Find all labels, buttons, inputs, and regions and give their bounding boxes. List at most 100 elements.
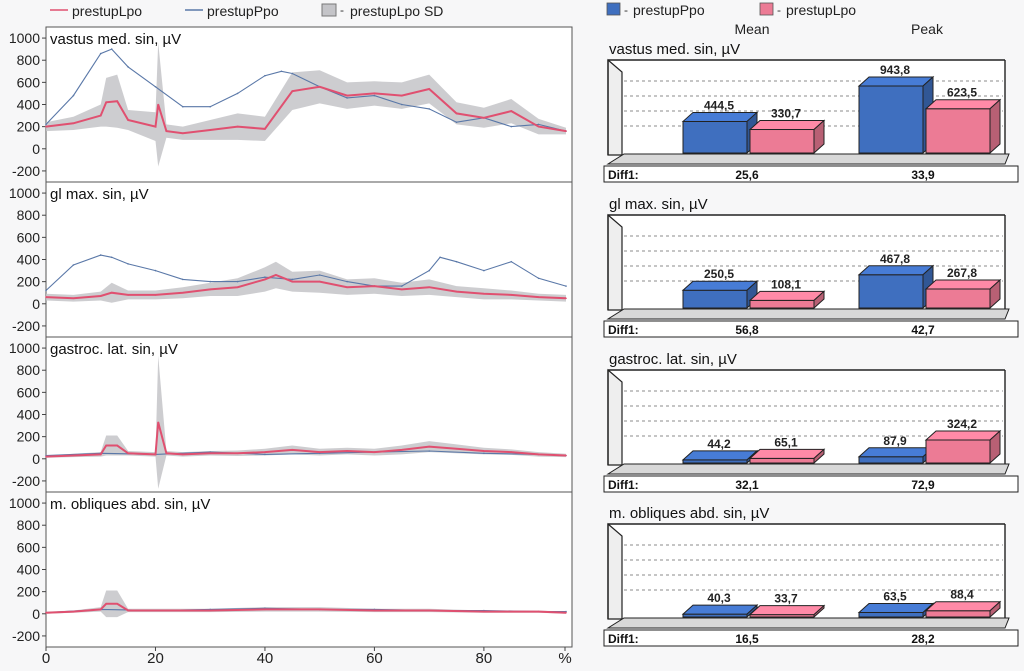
data-point [537,453,540,456]
y-tick-label: -200 [12,628,40,644]
y-tick-label: 400 [17,407,41,423]
bar: 267,8 [924,266,1002,310]
data-point [154,86,157,88]
data-point [72,454,75,457]
diff-value: 33,9 [911,168,935,182]
diff-value: 72,9 [911,478,935,492]
data-point [209,129,211,131]
data-point [209,609,211,612]
data-point [165,130,168,132]
data-point [105,603,107,605]
data-label: 108,1 [771,277,801,291]
data-point [346,94,348,97]
y-tick-label: 0 [32,141,40,157]
y-tick-label: 400 [17,562,41,578]
diff-label: Diff1: [608,632,639,646]
series-line [45,422,567,458]
diff-row [603,475,1019,493]
diff-label: Diff1: [608,168,639,182]
data-point [401,285,403,287]
bar-front [749,457,815,464]
data-point [182,453,184,456]
panel-frame [45,336,573,493]
x-tick-label: 60 [366,650,383,666]
data-point [346,450,348,452]
diff-row [603,320,1019,338]
bar: 108,1 [748,277,826,310]
bar: 623,5 [924,86,1002,155]
data-point [280,70,283,73]
data-point [318,451,321,453]
data-point [72,94,75,97]
data-label: 324,2 [947,417,977,431]
data-point [346,286,348,289]
data-point [157,421,159,424]
bar-top [857,76,935,87]
data-point [116,100,118,102]
bar-front [858,274,924,309]
data-point [236,286,239,289]
bar-top [681,111,759,122]
panel-title: gl max. sin, µV [50,186,149,203]
bar-front [925,108,991,154]
data-point [99,52,102,55]
data-point [264,608,266,611]
data-point [455,112,458,115]
data-point [127,119,129,121]
diff-value: 42,7 [911,323,935,337]
x-tick-label: 20 [147,650,164,666]
panel-title: vastus med. sin, µV [609,41,740,58]
data-point [45,289,47,292]
bar-top [924,279,1002,290]
data-point [537,123,540,126]
data-point [154,294,157,296]
y-tick-label: 200 [17,584,41,600]
data-point [483,452,485,455]
panel-title: gastroc. lat. sin, µV [609,351,737,368]
column-header-peak: Peak [911,21,944,37]
data-point [209,288,211,291]
data-point [45,296,47,298]
bar: 65,1 [748,435,826,465]
y-tick-label: 200 [17,119,41,135]
bar-side [989,98,1001,155]
floor [606,153,1010,165]
data-point [99,295,102,297]
y-tick-label: 0 [32,451,40,467]
y-tick-label: 200 [17,429,41,445]
data-point [127,294,129,296]
y-tick-label: 400 [17,97,41,113]
data-point [45,611,47,614]
bar-top [748,605,826,616]
data-label: 88,4 [950,588,974,602]
data-point [110,48,113,50]
data-point [116,603,118,605]
bar-side [813,604,825,619]
legend-label: prestupLpo [72,3,142,19]
series-line [45,48,567,132]
data-point [565,454,567,457]
data-point [428,108,431,110]
data-point [373,92,376,95]
data-label: 444,5 [704,98,734,112]
data-point [401,288,403,291]
bar-panel: m. obliques abd. sin, µV 40,3 63,5 33,7 88,4… [603,505,1019,647]
data-point [565,285,567,287]
data-point [110,256,113,259]
bar: 943,8 [857,63,935,155]
data-label: 623,5 [947,86,977,100]
data-label: 467,8 [880,252,910,266]
series-line [45,85,567,135]
panel-title: m. obliques abd. sin, µV [609,505,769,522]
column-header-mean: Mean [734,21,769,37]
bar-panel: gastroc. lat. sin, µV 44,2 87,9 65,1 324,2 Di… [603,351,1019,493]
data-point [182,132,184,135]
legend-label: prestupLpo [786,2,856,18]
data-point [154,609,157,612]
data-point [236,452,239,455]
data-point [72,264,75,266]
data-point [510,294,513,296]
data-point [110,291,113,294]
data-point [373,609,376,612]
data-point [72,122,75,125]
